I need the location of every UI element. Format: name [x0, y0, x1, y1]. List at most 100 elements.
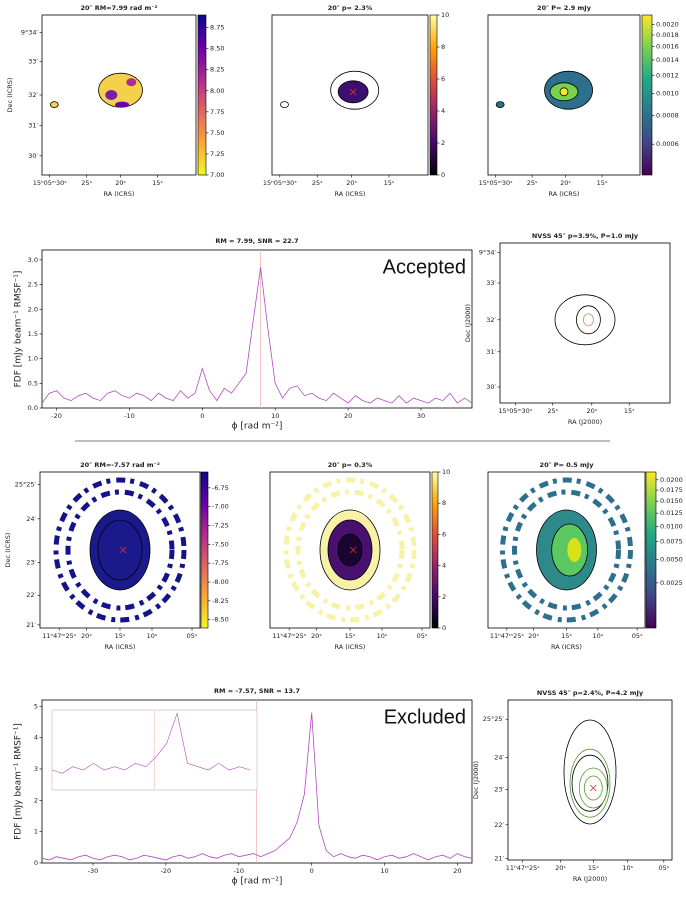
- colorbar-tick-label: 7.75: [210, 108, 224, 116]
- x-tick-label: 15ˢ: [345, 632, 356, 640]
- x-tick-label: 15ˢ: [588, 864, 599, 872]
- status-annotation: Excluded: [384, 706, 466, 728]
- x-axis-label: ϕ [rad m⁻²]: [232, 422, 283, 432]
- x-tick-label: 15ˢ: [597, 179, 608, 187]
- figure: 20″ RM=7.99 rad m⁻² 15ʰ05ᵐ30ˢ 25ˢ 20ˢ 15ˢ 9°3…: [0, 0, 686, 895]
- colorbar-tick-label: 10: [442, 468, 450, 476]
- x-tick-label: 20ˢ: [115, 179, 126, 187]
- y-axis-label: Dec (ICRS): [6, 78, 14, 113]
- y-tick-label: 1.0: [28, 355, 38, 363]
- x-tick-label: -20: [161, 867, 172, 875]
- x-tick-label: 20ˢ: [311, 632, 322, 640]
- colorbar-tick-label: 0.0150: [660, 497, 683, 505]
- y-tick-label: 3: [34, 765, 38, 773]
- x-tick-label: 15ˢ: [384, 179, 395, 187]
- x-tick-label: 20ˢ: [528, 632, 539, 640]
- colorbar-tick-label: 2: [441, 139, 445, 147]
- x-tick-label: 20: [453, 867, 461, 875]
- panel-title: 20″ RM=7.99 rad m⁻²: [81, 4, 158, 12]
- colorbar-tick-label: 8.50: [210, 45, 224, 53]
- y-tick-label: 1: [34, 828, 38, 836]
- x-tick-label: 11ʰ47ᵐ25ˢ: [42, 632, 76, 640]
- y-tick-label: 30′: [28, 152, 38, 160]
- colorbar-tick-label: 0.0020: [656, 20, 679, 28]
- y-axis-label: Dec (J2000): [472, 761, 480, 799]
- colorbar-tick-label: -7.50: [212, 540, 229, 548]
- y-tick-label: 32′: [28, 91, 38, 99]
- y-tick-label: 33′: [28, 57, 38, 65]
- x-axis-label: RA (ICRS): [551, 643, 582, 651]
- x-tick-label: -10: [233, 867, 244, 875]
- panel-title: 20″ P= 0.5 mJy: [540, 461, 595, 469]
- x-tick-label: 11ʰ47ᵐ25ˢ: [490, 632, 524, 640]
- page: 20″ RM=7.99 rad m⁻² 15ʰ05ᵐ30ˢ 25ˢ 20ˢ 15ˢ 9°3…: [0, 0, 686, 895]
- colorbar-tick-label: 0.0125: [660, 509, 683, 517]
- axes-frame: [500, 243, 670, 403]
- x-tick-label: -10: [124, 412, 135, 420]
- colorbar-tick-label: -6.75: [212, 484, 229, 492]
- colorbar-tick-label: 0.0012: [656, 71, 679, 79]
- y-tick-label: 21′: [494, 854, 504, 862]
- colorbar-tick-label: 0.0018: [656, 31, 679, 39]
- colorbar-tick-label: -8.50: [212, 616, 229, 624]
- contour: [115, 102, 129, 108]
- colorbar-tick-label: 0.0006: [656, 140, 679, 148]
- y-tick-label: 9°34′: [21, 29, 39, 37]
- panel-title: 20″ RM=-7.57 rad m⁻²: [80, 461, 160, 469]
- colorbar-tick-label: 10: [441, 11, 449, 19]
- y-tick-label: 22′: [26, 591, 36, 599]
- y-tick-label: 21′: [26, 621, 36, 629]
- y-tick-label: 24′: [26, 515, 36, 523]
- x-tick-label: 20ˢ: [346, 179, 357, 187]
- y-axis-label: Dec (ICRS): [4, 533, 12, 568]
- x-tick-label: 25ˢ: [547, 407, 558, 415]
- y-tick-label: 4: [34, 734, 38, 742]
- y-tick-label: 1.5: [28, 330, 38, 338]
- panel-title: 20″ P= 2.9 mJy: [537, 4, 592, 12]
- y-tick-label: 25°25′: [15, 480, 37, 488]
- y-tick-label: 0.5: [28, 379, 38, 387]
- x-tick-label: 10ˢ: [593, 632, 604, 640]
- colorbar: [198, 15, 206, 175]
- colorbar-tick-label: 2: [442, 593, 446, 601]
- colorbar-tick-label: 8.25: [210, 66, 224, 74]
- colorbar-tick-label: -7.25: [212, 522, 229, 530]
- panel-title: NVSS 45″ p=2.4%, P=4.2 mJy: [537, 689, 644, 697]
- contour: [496, 102, 504, 108]
- panel-title: NVSS 45″ p=3.9%, P=1.0 mJy: [532, 232, 639, 240]
- contour: [338, 534, 362, 566]
- x-tick-label: 25ˢ: [312, 179, 323, 187]
- contour: [105, 90, 117, 100]
- colorbar-tick-label: 0.0010: [656, 89, 679, 97]
- colorbar-tick-label: 7.25: [210, 150, 224, 158]
- x-tick-label: 15ˢ: [624, 407, 635, 415]
- y-tick-label: 25°25′: [483, 715, 505, 723]
- colorbar-tick-label: -7.00: [212, 503, 229, 511]
- x-tick-label: 11ʰ47ᵐ25ˢ: [272, 632, 306, 640]
- colorbar: [201, 472, 208, 628]
- colorbar-tick-label: 0: [442, 624, 446, 632]
- contour: [90, 510, 150, 590]
- colorbar-tick-label: 0.0016: [656, 43, 679, 51]
- colorbar: [432, 472, 438, 628]
- x-axis-label: RA (J2000): [568, 418, 602, 426]
- y-tick-label: 30′: [486, 383, 496, 391]
- colorbar-tick-label: 6: [442, 530, 446, 538]
- x-tick-label: 10: [380, 867, 388, 875]
- colorbar-tick-label: 0.0200: [660, 476, 683, 484]
- x-tick-label: 15ʰ05ᵐ30ˢ: [263, 179, 297, 187]
- y-tick-label: 0.0: [28, 404, 38, 412]
- y-tick-label: 23′: [26, 558, 36, 566]
- colorbar-tick-label: 6: [441, 75, 445, 83]
- panel-title: RM = 7.99, SNR = 22.7: [215, 237, 298, 245]
- axes-frame: [508, 700, 672, 860]
- x-tick-label: 25ˢ: [527, 179, 538, 187]
- x-axis-label: RA (ICRS): [104, 190, 135, 198]
- colorbar-tick-label: -8.25: [212, 597, 229, 605]
- y-tick-label: 2.0: [28, 305, 38, 313]
- colorbar-tick-label: 0.0025: [660, 579, 683, 587]
- x-axis-label: RA (J2000): [573, 875, 607, 883]
- x-tick-label: 20ˢ: [586, 407, 597, 415]
- colorbar: [646, 472, 656, 628]
- contour: [560, 88, 568, 96]
